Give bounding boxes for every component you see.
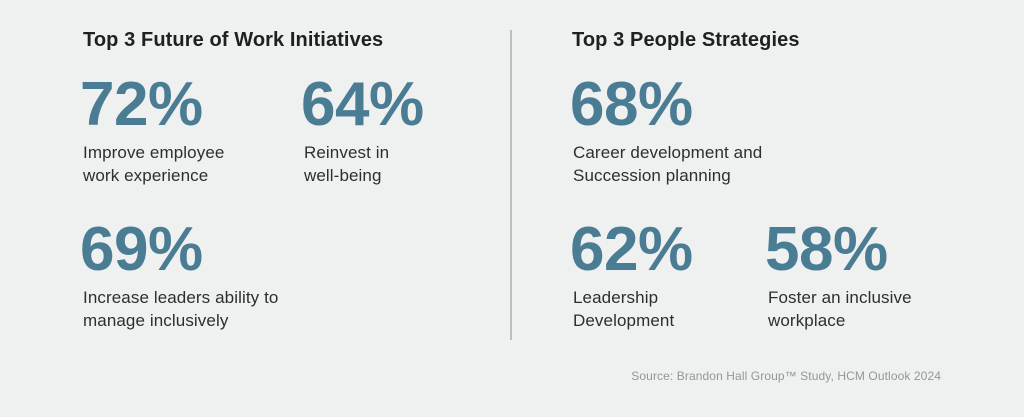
stat-label: Leadership Development [570,286,693,332]
stat-label-line: Increase leaders ability to [83,288,279,307]
stat-value: 68% [570,70,693,139]
stat-increase-leaders-ability: 69% Increase leaders ability to manage i… [80,219,278,332]
stat-value: 69% [80,215,203,284]
stat-label-line: Improve employee [83,143,225,162]
stat-label-line: Leadership [573,288,659,307]
stat-value: 62% [570,215,693,284]
left-section-title: Top 3 Future of Work Initiatives [83,29,384,51]
stat-reinvest-in-well-being: 64% Reinvest in well-being [301,74,424,187]
stat-value: 72% [80,70,203,139]
stat-label: Increase leaders ability to manage inclu… [80,286,278,332]
stat-value: 58% [765,215,888,284]
stat-label-line: Development [573,311,675,330]
stat-label: Foster an inclusive workplace [765,286,912,332]
right-section-title: Top 3 People Strategies [572,29,800,51]
stat-label-line: Career development and [573,143,763,162]
stat-label-line: Foster an inclusive [768,288,912,307]
vertical-divider [510,30,512,340]
stat-label: Career development and Succession planni… [570,141,762,187]
stat-label-line: workplace [768,311,846,330]
source-text: Source: Brandon Hall Group™ Study, HCM O… [631,369,941,383]
stat-label-line: Reinvest in [304,143,390,162]
stat-foster-inclusive-workplace: 58% Foster an inclusive workplace [765,219,912,332]
stat-career-development-succession: 68% Career development and Succession pl… [570,74,762,187]
stat-label-line: well-being [304,166,382,185]
stat-label-line: Succession planning [573,166,731,185]
stat-leadership-development: 62% Leadership Development [570,219,693,332]
stat-improve-employee-work-experience: 72% Improve employee work experience [80,74,224,187]
stat-label: Reinvest in well-being [301,141,424,187]
stat-value: 64% [301,70,424,139]
stat-label: Improve employee work experience [80,141,224,187]
stat-label-line: manage inclusively [83,311,229,330]
stat-label-line: work experience [83,166,209,185]
